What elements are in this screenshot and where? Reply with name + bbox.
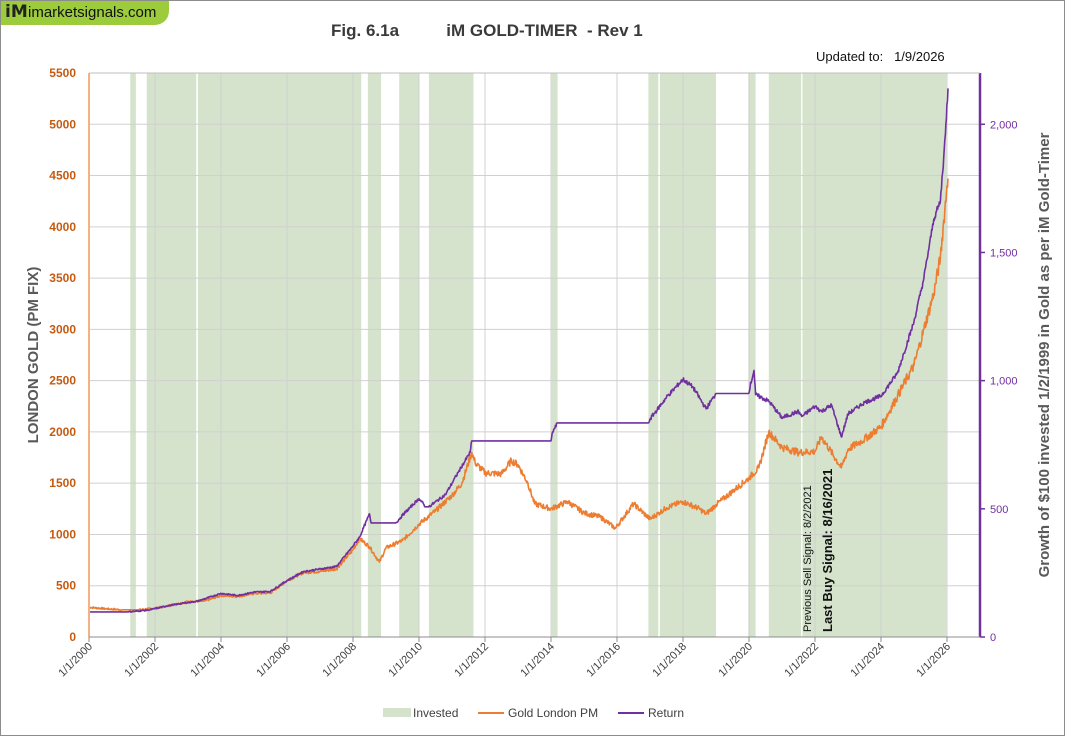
figure-label: Fig. 6.1a xyxy=(331,21,400,40)
invested-band xyxy=(748,73,756,637)
right-tick-label: 1,500 xyxy=(990,247,1018,259)
left-tick-label: 0 xyxy=(69,630,76,644)
updated-label: Updated to: 1/9/2026 xyxy=(816,49,945,64)
left-tick-label: 4000 xyxy=(49,220,76,234)
updated-date: 1/9/2026 xyxy=(894,49,945,64)
x-tick-label: 1/1/2002 xyxy=(122,641,161,680)
x-tick-label: 1/1/2004 xyxy=(188,641,227,680)
right-axis-label: Growth of $100 invested 1/2/1999 in Gold… xyxy=(1036,132,1053,577)
legend-return: Return xyxy=(618,706,684,720)
x-axis-ticks: 1/1/2000 1/1/2002 1/1/2004 1/1/2006 1/1/2008… xyxy=(56,637,953,679)
right-tick-label: 500 xyxy=(990,504,1008,516)
left-tick-label: 3000 xyxy=(49,322,76,336)
chart-title: Fig. 6.1a iM GOLD-TIMER - Rev 1 xyxy=(331,21,731,41)
left-tick-label: 5000 xyxy=(49,117,76,131)
invested-bands xyxy=(130,73,947,637)
axes xyxy=(88,72,982,638)
right-axis-ticks: 0 500 1,000 1,500 2,000 xyxy=(980,119,1018,644)
left-tick-label: 2500 xyxy=(49,374,76,388)
legend-gold: Gold London PM xyxy=(478,706,598,720)
legend-label: Return xyxy=(648,706,684,720)
x-tick-label: 1/1/2026 xyxy=(914,641,953,680)
return-series-line xyxy=(88,88,949,614)
left-tick-label: 4500 xyxy=(49,169,76,183)
updated-caption: Updated to: xyxy=(816,49,884,64)
right-tick-label: 1,000 xyxy=(990,376,1018,388)
previous-sell-annotation: Previous Sell Signal: 8/2/2021 xyxy=(802,485,814,632)
invested-band xyxy=(802,73,947,637)
gold-series-line xyxy=(88,178,949,612)
legend-swatch xyxy=(383,708,411,717)
invested-band xyxy=(768,73,802,637)
invested-band xyxy=(367,73,382,637)
x-tick-label: 1/1/2000 xyxy=(56,641,95,680)
legend-label: Gold London PM xyxy=(508,706,598,720)
x-tick-label: 1/1/2022 xyxy=(782,641,821,680)
left-tick-label: 500 xyxy=(56,579,76,593)
invested-band xyxy=(130,73,136,637)
site-logo[interactable]: iM imarketsignals.com xyxy=(1,1,169,25)
series-lines xyxy=(88,88,949,614)
invested-band xyxy=(551,73,558,637)
x-tick-label: 1/1/2024 xyxy=(848,641,887,680)
left-tick-label: 3500 xyxy=(49,271,76,285)
left-axis-label: LONDON GOLD (PM FIX) xyxy=(25,267,42,444)
left-tick-label: 1500 xyxy=(49,476,76,490)
right-tick-label: 0 xyxy=(990,632,996,644)
invested-band xyxy=(659,73,716,637)
left-tick-label: 5500 xyxy=(49,66,76,80)
right-tick-label: 2,000 xyxy=(990,119,1018,131)
x-tick-label: 1/1/2018 xyxy=(650,641,689,680)
invested-band xyxy=(146,73,197,637)
left-axis-ticks: 0 500 1000 1500 2000 2500 3000 3500 4000 4500 5000… xyxy=(49,66,76,644)
last-buy-annotation: Last Buy Signal: 8/16/2021 xyxy=(820,469,835,632)
legend-label: Invested xyxy=(413,706,458,720)
invested-band xyxy=(197,73,362,637)
x-tick-label: 1/1/2010 xyxy=(386,641,425,680)
left-tick-label: 2000 xyxy=(49,425,76,439)
x-tick-label: 1/1/2012 xyxy=(452,641,491,680)
x-tick-label: 1/1/2016 xyxy=(584,641,623,680)
logo-text: imarketsignals.com xyxy=(28,4,157,21)
invested-band xyxy=(399,73,419,637)
x-tick-label: 1/1/2014 xyxy=(518,641,557,680)
invested-band xyxy=(428,73,474,637)
im-logo-icon: iM xyxy=(5,2,28,22)
legend: Invested Gold London PM Return xyxy=(383,706,684,720)
x-tick-label: 1/1/2020 xyxy=(716,641,755,680)
legend-invested: Invested xyxy=(383,706,458,720)
invested-band xyxy=(648,73,659,637)
chart-title-text: iM GOLD-TIMER - Rev 1 xyxy=(446,21,643,40)
left-tick-label: 1000 xyxy=(49,527,76,541)
x-tick-label: 1/1/2008 xyxy=(320,641,359,680)
x-tick-label: 1/1/2006 xyxy=(254,641,293,680)
